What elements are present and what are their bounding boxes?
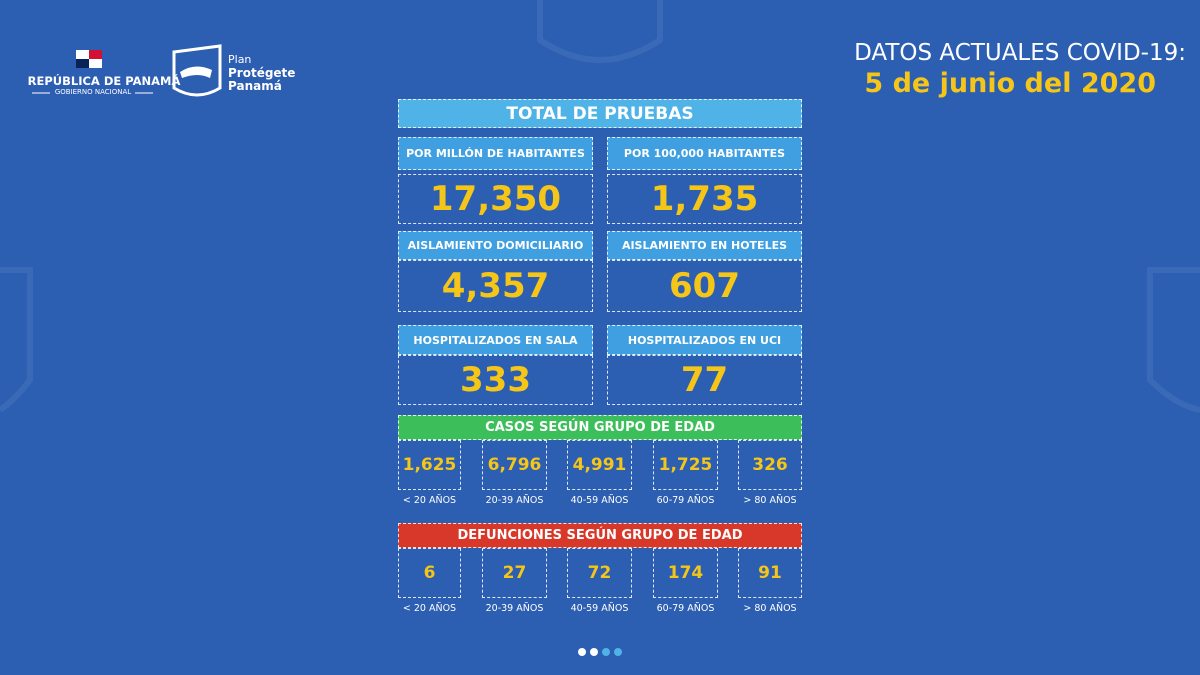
card-value: 4,357 (398, 260, 593, 312)
age-label: 20-39 AÑOS (485, 495, 544, 506)
age-value: 1,725 (653, 440, 718, 490)
government: GOBIERNO NACIONAL (54, 88, 132, 96)
age-value: 27 (482, 548, 547, 598)
card-value: 77 (607, 355, 802, 405)
age-label: > 80 AÑOS (743, 495, 797, 506)
age-label: < 20 AÑOS (402, 495, 457, 506)
age-label: > 80 AÑOS (743, 603, 797, 614)
age-value: 6,796 (482, 440, 547, 490)
section-title: TOTAL DE PRUEBAS (398, 99, 802, 128)
age-value: 72 (567, 548, 632, 598)
age-label: 40-59 AÑOS (570, 603, 629, 614)
card-label: AISLAMIENTO EN HOTELES (607, 231, 802, 260)
section-title: DEFUNCIONES SEGÚN GRUPO DE EDAD (398, 523, 802, 548)
plan-line: Protégete (228, 66, 296, 80)
card-label: HOSPITALIZADOS EN SALA (398, 325, 593, 355)
title: DATOS ACTUALES COVID-19: (854, 40, 1186, 66)
card-label: POR 100,000 HABITANTES (607, 137, 802, 170)
plan-line: Panamá (228, 79, 282, 93)
section-title: CASOS SEGÚN GRUPO DE EDAD (398, 415, 802, 440)
card-label: HOSPITALIZADOS EN UCI (607, 325, 802, 355)
age-label: 40-59 AÑOS (570, 495, 629, 506)
age-value: 91 (738, 548, 802, 598)
age-label: < 20 AÑOS (402, 603, 457, 614)
age-label: 20-39 AÑOS (485, 603, 544, 614)
age-value: 174 (653, 548, 718, 598)
card-value: 17,350 (398, 174, 593, 224)
card-value: 1,735 (607, 174, 802, 224)
card-label: POR MILLÓN DE HABITANTES (398, 137, 593, 170)
age-value: 6 (398, 548, 461, 598)
card-value: 607 (607, 260, 802, 312)
age-value: 1,625 (398, 440, 461, 490)
age-value: 4,991 (567, 440, 632, 490)
country: REPÚBLICA DE PANAMÁ (27, 74, 181, 88)
age-label: 60-79 AÑOS (656, 495, 715, 506)
card-label: AISLAMIENTO DOMICILIARIO (398, 231, 593, 260)
date: 5 de junio del 2020 (864, 68, 1156, 99)
card-value: 333 (398, 355, 593, 405)
plan-line: Plan (228, 53, 252, 66)
age-label: 60-79 AÑOS (656, 603, 715, 614)
age-value: 326 (738, 440, 802, 490)
